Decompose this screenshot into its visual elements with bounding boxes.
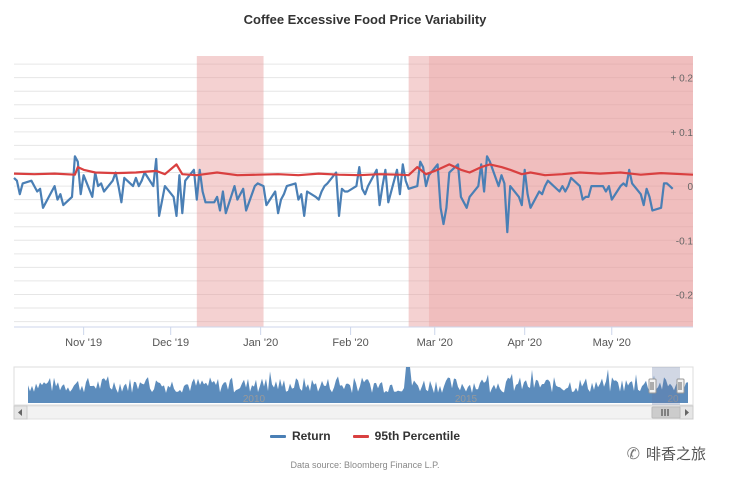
navigator-label: 2015 [455,394,478,405]
legend-label-return: Return [291,429,331,443]
x-tick-label: May '20 [593,337,631,349]
navigator-label: 2010 [243,394,266,405]
scrollbar-thumb[interactable] [651,406,681,419]
arrow-right-icon [685,409,689,416]
watermark: ✆ 啡香之旅 [627,443,706,464]
legend-label-95th-percentile: 95th Percentile [374,429,461,443]
x-tick-label: Mar '20 [417,337,453,349]
y-tick-label: 0 [687,182,693,193]
data-source-note: Data source: Bloomberg Finance L.P. [290,460,440,470]
return-line [13,155,674,234]
watermark-text: 啡香之旅 [645,445,706,463]
shaded-period [428,56,693,327]
navigator-selection [652,367,680,405]
wechat-icon: ✆ [626,444,640,463]
navigator-label: 20 [667,394,679,405]
legend-item-return[interactable]: Return [269,429,331,443]
y-tick-label: + 0.1 [670,128,693,139]
arrow-left-icon [18,409,22,416]
chart-title: Coffee Excessive Food Price Variability [243,12,487,27]
legend-swatch-95th [352,434,369,438]
x-tick-label: Apr '20 [507,337,542,349]
y-tick-label: -0.1 [676,236,694,247]
y-tick-label: -0.2 [676,290,694,301]
legend-swatch-return [269,434,286,438]
x-tick-label: Nov '19 [65,337,102,349]
navigator-area [28,367,688,403]
x-tick-label: Dec '19 [152,337,189,349]
percentile-95-line [13,163,694,177]
legend: Return 95th Percentile [0,429,730,443]
y-tick-label: + 0.2 [670,74,693,85]
x-tick-label: Jan '20 [243,337,278,349]
scrollbar-track [13,405,694,420]
legend-item-95th-percentile[interactable]: 95th Percentile [352,429,461,443]
x-tick-label: Feb '20 [332,337,368,349]
